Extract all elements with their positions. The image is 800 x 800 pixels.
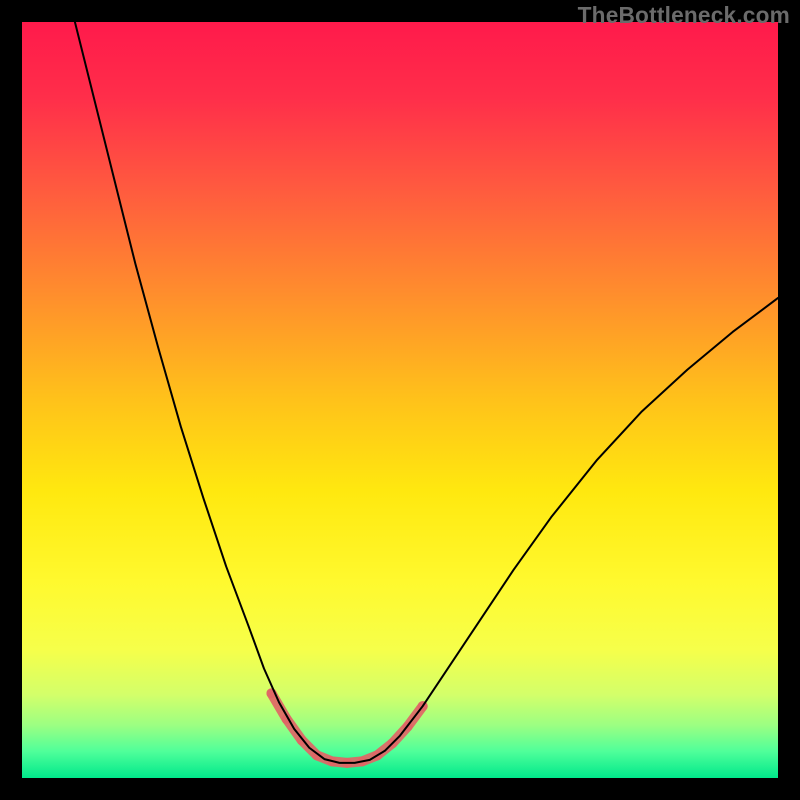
gradient-background: [22, 22, 778, 778]
chart-svg: [22, 22, 778, 778]
chart-frame: TheBottleneck.com: [0, 0, 800, 800]
